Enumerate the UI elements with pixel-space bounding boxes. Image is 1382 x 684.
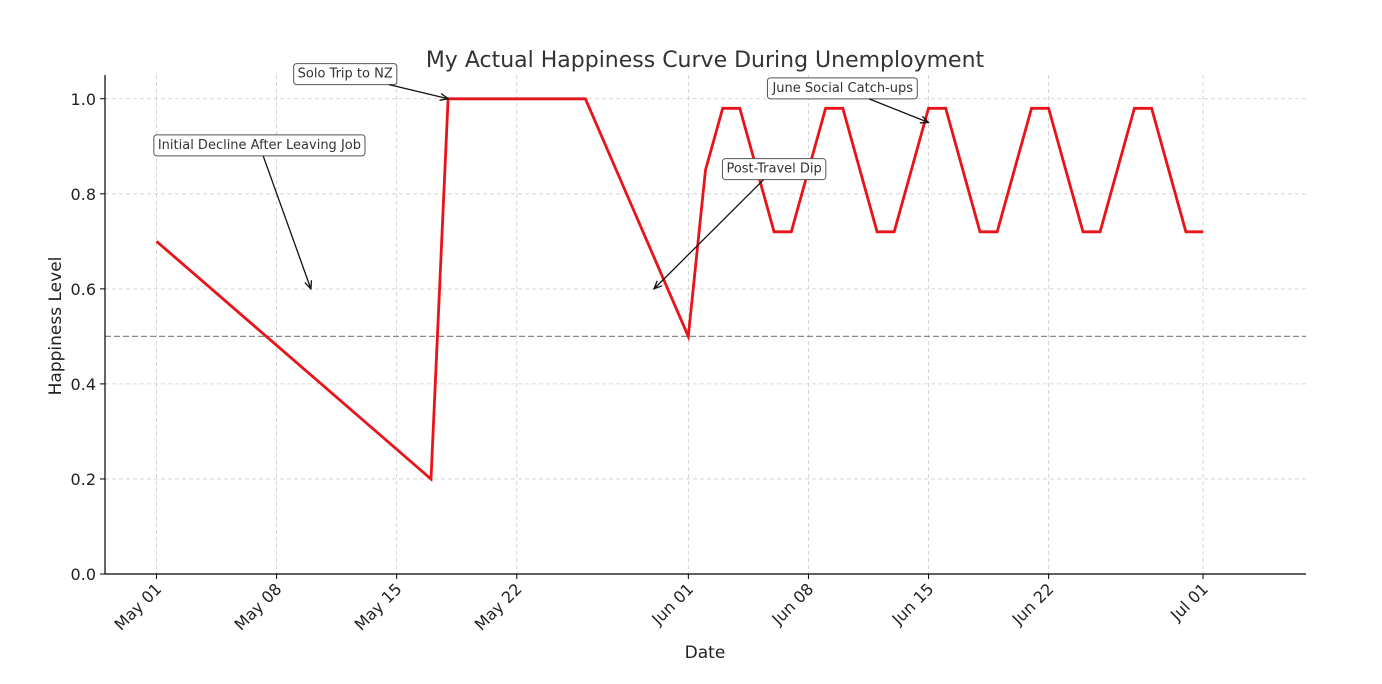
y-tick-label: 0.8	[71, 185, 96, 204]
annotation-label: Solo Trip to NZ	[298, 67, 393, 82]
x-tick-label: May 08	[231, 579, 286, 634]
annotation-box	[153, 134, 366, 157]
happiness-line	[155, 97, 1204, 482]
annotations: Initial Decline After Leaving Job Solo Tr…	[153, 63, 929, 289]
x-tick-label: May 15	[351, 579, 406, 634]
annotation: Initial Decline After Leaving Job	[153, 134, 366, 289]
annotation-arrow	[388, 83, 448, 99]
x-tick-label: Jun 22	[1008, 579, 1058, 629]
y-tick-label: 0.0	[71, 565, 96, 584]
y-tick-label: 0.6	[71, 280, 96, 299]
annotation-arrow	[868, 98, 928, 123]
annotation-box	[721, 158, 827, 181]
gridlines	[105, 75, 1306, 575]
annotation-label: Initial Decline After Leaving Job	[158, 138, 361, 153]
annotation-label: June Social Catch-ups	[771, 81, 913, 96]
tick-labels: 0.0 0.2 0.4 0.6 0.8 1.0 May 01 May 08 May 15 May …	[71, 90, 1212, 634]
chart-title: My Actual Happiness Curve During Unemplo…	[426, 48, 985, 73]
annotation-box	[293, 63, 398, 86]
x-tick-label: Jun 08	[767, 579, 817, 629]
x-tick-label: Jun 01	[647, 579, 697, 629]
y-tick-label: 0.2	[71, 470, 96, 489]
x-tick-label: Jul 01	[1166, 579, 1212, 625]
y-axis-title: Happiness Level	[46, 257, 66, 396]
series-group	[155, 97, 1204, 482]
annotation-box	[766, 77, 918, 100]
annotation: Solo Trip to NZ	[293, 63, 448, 99]
annotation: June Social Catch-ups	[766, 77, 928, 123]
axes	[100, 75, 1306, 579]
x-tick-label: May 01	[110, 579, 165, 634]
y-tick-label: 1.0	[71, 90, 96, 109]
x-tick-label: May 22	[471, 579, 526, 634]
x-axis-title: Date	[685, 643, 726, 663]
annotation-label: Post-Travel Dip	[726, 162, 821, 177]
annotation-arrow	[262, 155, 311, 289]
x-tick-label: Jun 15	[888, 579, 938, 629]
annotation: Post-Travel Dip	[654, 158, 827, 289]
y-tick-label: 0.4	[71, 375, 96, 394]
annotation-arrow	[654, 179, 765, 289]
